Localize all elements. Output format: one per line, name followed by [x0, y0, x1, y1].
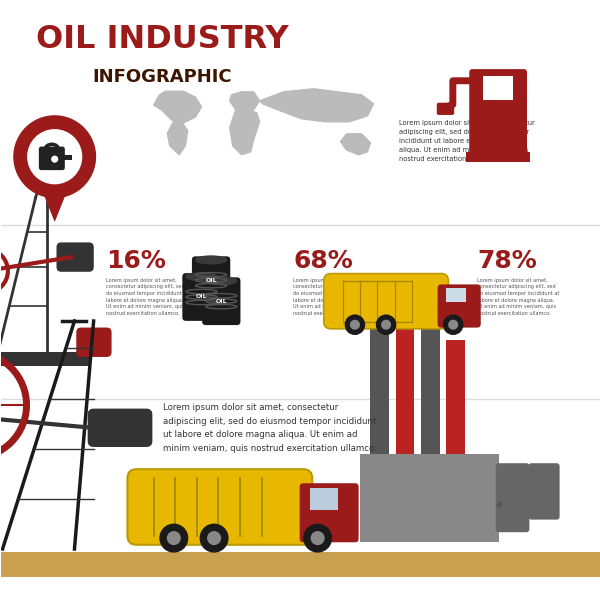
FancyBboxPatch shape: [437, 284, 481, 328]
Text: INFOGRAPHIC: INFOGRAPHIC: [93, 68, 232, 86]
Circle shape: [200, 524, 228, 552]
FancyBboxPatch shape: [192, 256, 230, 304]
Circle shape: [14, 116, 95, 197]
Polygon shape: [39, 183, 70, 222]
Bar: [395, 302, 415, 454]
Polygon shape: [230, 110, 260, 155]
Circle shape: [443, 315, 463, 334]
Circle shape: [52, 157, 58, 162]
Text: Lorem ipsum dolor sit amet,
consectetur adipiscing elit, sed
do eiusmod tempor i: Lorem ipsum dolor sit amet, consectetur …: [477, 278, 560, 316]
Bar: [0, 352, 91, 366]
Ellipse shape: [206, 277, 237, 285]
Bar: [446, 288, 466, 302]
Circle shape: [382, 320, 391, 329]
FancyBboxPatch shape: [469, 69, 527, 157]
Polygon shape: [167, 122, 188, 155]
Text: OIL: OIL: [215, 299, 227, 304]
FancyBboxPatch shape: [182, 273, 221, 321]
Polygon shape: [260, 89, 373, 122]
Polygon shape: [230, 92, 260, 113]
Text: 16%: 16%: [106, 249, 166, 273]
Circle shape: [28, 130, 82, 184]
Circle shape: [167, 532, 180, 544]
FancyBboxPatch shape: [76, 328, 112, 357]
Bar: [446, 340, 465, 454]
Text: OIL: OIL: [205, 278, 217, 283]
Circle shape: [208, 532, 220, 544]
Text: Lorem ipsum dolor sit amet, consectetur
adipiscing elit, sed do eiusmod tempor
i: Lorem ipsum dolor sit amet, consectetur …: [399, 120, 535, 162]
Circle shape: [304, 524, 331, 552]
FancyBboxPatch shape: [88, 409, 152, 447]
Circle shape: [160, 524, 188, 552]
FancyBboxPatch shape: [39, 146, 65, 170]
FancyBboxPatch shape: [437, 103, 454, 115]
Text: 78%: 78%: [477, 249, 537, 273]
Bar: [310, 488, 338, 510]
FancyBboxPatch shape: [324, 274, 448, 329]
Ellipse shape: [186, 273, 217, 281]
Bar: [421, 328, 440, 454]
Circle shape: [376, 315, 395, 334]
Circle shape: [311, 532, 324, 544]
Bar: [466, 152, 530, 162]
Circle shape: [350, 320, 359, 329]
Bar: [483, 76, 513, 100]
Text: 68%: 68%: [293, 249, 353, 273]
Text: OIL: OIL: [196, 295, 208, 299]
Bar: [1, 552, 600, 577]
FancyBboxPatch shape: [529, 463, 560, 520]
Text: OIL INDUSTRY: OIL INDUSTRY: [36, 23, 289, 55]
Polygon shape: [341, 134, 370, 155]
Bar: [370, 277, 389, 454]
Text: Lorem ipsum dolor sit amet, consectetur
adipiscing elit, sed do eiusmod tempor i: Lorem ipsum dolor sit amet, consectetur …: [163, 403, 376, 453]
Polygon shape: [154, 91, 202, 123]
Circle shape: [346, 315, 364, 334]
Circle shape: [449, 320, 458, 329]
FancyBboxPatch shape: [299, 483, 359, 542]
FancyBboxPatch shape: [56, 242, 94, 272]
FancyBboxPatch shape: [496, 463, 529, 532]
Bar: [62, 155, 72, 160]
FancyBboxPatch shape: [202, 277, 241, 325]
Text: Lorem ipsum dolor sit amet,
consectetur adipiscing elit, sed
do eiusmod tempor i: Lorem ipsum dolor sit amet, consectetur …: [106, 278, 188, 316]
FancyBboxPatch shape: [127, 469, 312, 545]
Text: Lorem ipsum dolor sit amet,
consectetur adipiscing elit, sed
do eiusmod tempor i: Lorem ipsum dolor sit amet, consectetur …: [293, 278, 376, 316]
Bar: [361, 454, 499, 542]
Ellipse shape: [196, 256, 227, 264]
